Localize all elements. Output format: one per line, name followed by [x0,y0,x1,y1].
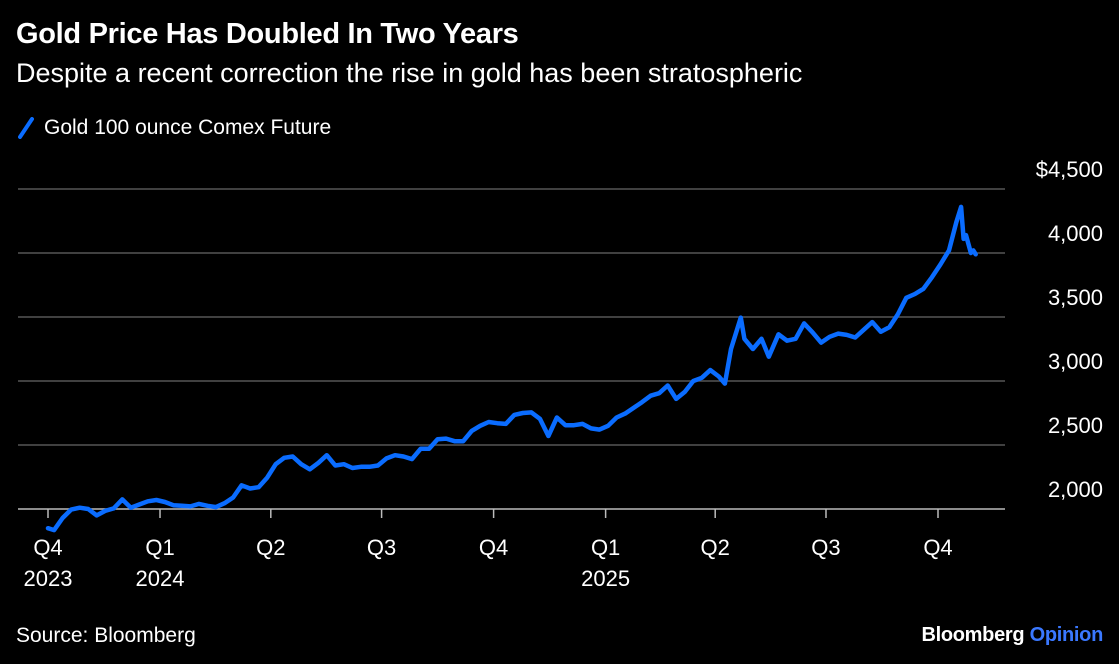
x-tick-label: Q3 [367,535,396,560]
x-tick-year-label: 2025 [581,566,630,591]
x-tick-label: Q4 [923,535,952,560]
y-tick-label: 3,000 [1048,349,1103,374]
x-tick-label: Q3 [811,535,840,560]
chart-subtitle: Despite a recent correction the rise in … [16,58,803,88]
x-tick-year-label: 2023 [24,566,73,591]
x-tick-label: Q1 [145,535,174,560]
y-tick-label: 3,500 [1048,285,1103,310]
x-tick-label: Q1 [591,535,620,560]
chart-title: Gold Price Has Doubled In Two Years [16,18,519,50]
y-tick-label: $4,500 [1036,157,1103,182]
brand-accent: Opinion [1029,624,1104,646]
x-tick-label: Q4 [33,535,62,560]
x-tick-year-label: 2024 [136,566,185,591]
y-tick-label: 4,000 [1048,221,1103,246]
legend: Gold 100 ounce Comex Future [18,116,331,140]
source-note: Source: Bloomberg [16,624,196,647]
legend-label: Gold 100 ounce Comex Future [44,116,332,139]
x-tick-label: Q2 [701,535,730,560]
brand-logo: Bloomberg Opinion [921,624,1103,647]
legend-swatch-icon [18,117,34,139]
y-tick-label: 2,500 [1048,413,1103,438]
x-tick-label: Q2 [256,535,285,560]
brand-main: Bloomberg [921,624,1025,646]
series-line-gold [45,204,978,533]
x-tick-label: Q4 [479,535,508,560]
y-tick-label: 2,000 [1048,477,1103,502]
